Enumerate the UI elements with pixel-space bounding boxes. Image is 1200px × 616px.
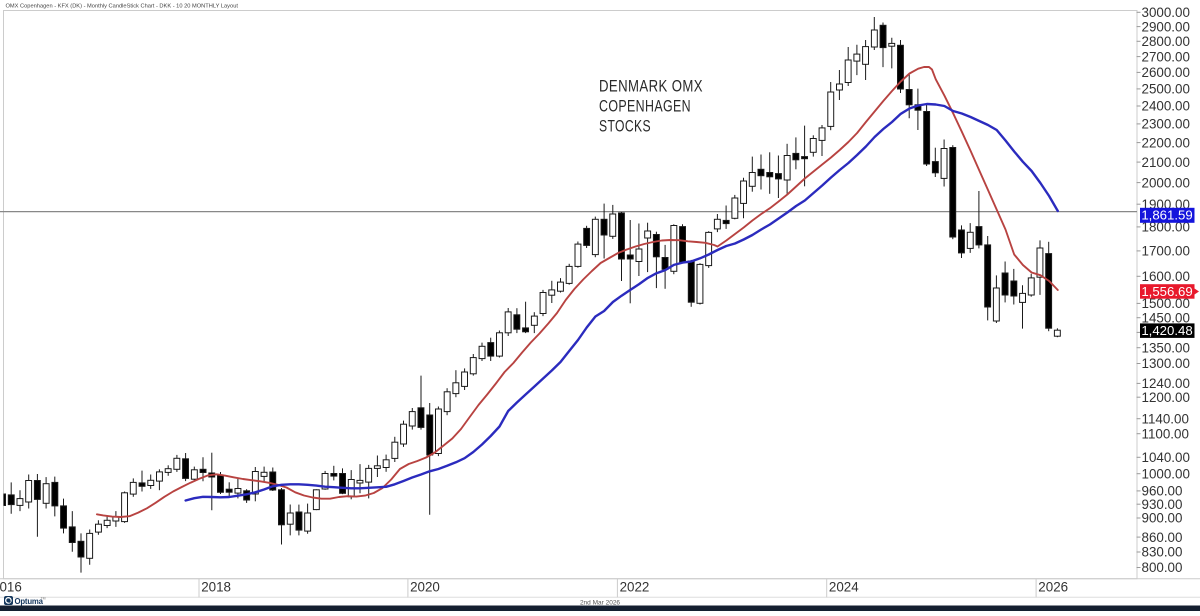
- svg-text:1800.00: 1800.00: [1142, 220, 1190, 235]
- svg-text:3000.00: 3000.00: [1142, 5, 1190, 20]
- svg-text:930.00: 930.00: [1142, 497, 1183, 512]
- svg-text:1,861.59: 1,861.59: [1141, 208, 1192, 223]
- svg-text:1040.00: 1040.00: [1142, 450, 1190, 465]
- svg-text:1700.00: 1700.00: [1142, 244, 1190, 259]
- svg-text:2nd Mar 2026: 2nd Mar 2026: [580, 600, 620, 607]
- svg-text:2900.00: 2900.00: [1142, 19, 1190, 34]
- svg-text:1450.00: 1450.00: [1142, 310, 1190, 325]
- svg-text:900.00: 900.00: [1142, 511, 1183, 526]
- svg-text:2400.00: 2400.00: [1142, 99, 1190, 114]
- svg-text:DENMARK OMX: DENMARK OMX: [599, 78, 703, 96]
- svg-text:1300.00: 1300.00: [1142, 356, 1190, 371]
- svg-text:STOCKS: STOCKS: [599, 118, 651, 136]
- svg-text:COPENHAGEN: COPENHAGEN: [599, 98, 691, 116]
- svg-text:1350.00: 1350.00: [1142, 340, 1190, 355]
- svg-text:2200.00: 2200.00: [1142, 135, 1190, 150]
- svg-text:2018: 2018: [201, 580, 231, 595]
- svg-text:2500.00: 2500.00: [1142, 82, 1190, 97]
- svg-text:830.00: 830.00: [1142, 545, 1183, 560]
- svg-text:800.00: 800.00: [1142, 560, 1183, 575]
- svg-text:2000.00: 2000.00: [1142, 175, 1190, 190]
- svg-text:2016: 2016: [0, 580, 22, 595]
- svg-text:1000.00: 1000.00: [1142, 466, 1190, 481]
- svg-text:2300.00: 2300.00: [1142, 117, 1190, 132]
- svg-text:1,556.69: 1,556.69: [1141, 284, 1192, 299]
- svg-text:2700.00: 2700.00: [1142, 49, 1190, 64]
- svg-text:1,420.48: 1,420.48: [1141, 323, 1192, 338]
- svg-text:2100.00: 2100.00: [1142, 155, 1190, 170]
- svg-text:960.00: 960.00: [1142, 484, 1183, 499]
- svg-text:1200.00: 1200.00: [1142, 390, 1190, 405]
- svg-text:TM: TM: [41, 597, 46, 601]
- svg-text:1240.00: 1240.00: [1142, 376, 1190, 391]
- svg-text:OMX Copenhagen - KFX (DK) - Mo: OMX Copenhagen - KFX (DK) - Monthly Cand…: [6, 4, 239, 10]
- svg-text:2800.00: 2800.00: [1142, 34, 1190, 49]
- svg-text:860.00: 860.00: [1142, 530, 1183, 545]
- svg-text:2026: 2026: [1038, 580, 1068, 595]
- svg-text:2024: 2024: [829, 580, 859, 595]
- svg-text:2020: 2020: [410, 580, 440, 595]
- svg-text:1500.00: 1500.00: [1142, 296, 1190, 311]
- svg-text:2600.00: 2600.00: [1142, 65, 1190, 80]
- svg-text:1100.00: 1100.00: [1142, 426, 1189, 441]
- svg-text:Optuma: Optuma: [15, 597, 44, 606]
- svg-text:2022: 2022: [620, 580, 650, 595]
- svg-text:1600.00: 1600.00: [1142, 269, 1190, 284]
- svg-text:1140.00: 1140.00: [1142, 411, 1189, 426]
